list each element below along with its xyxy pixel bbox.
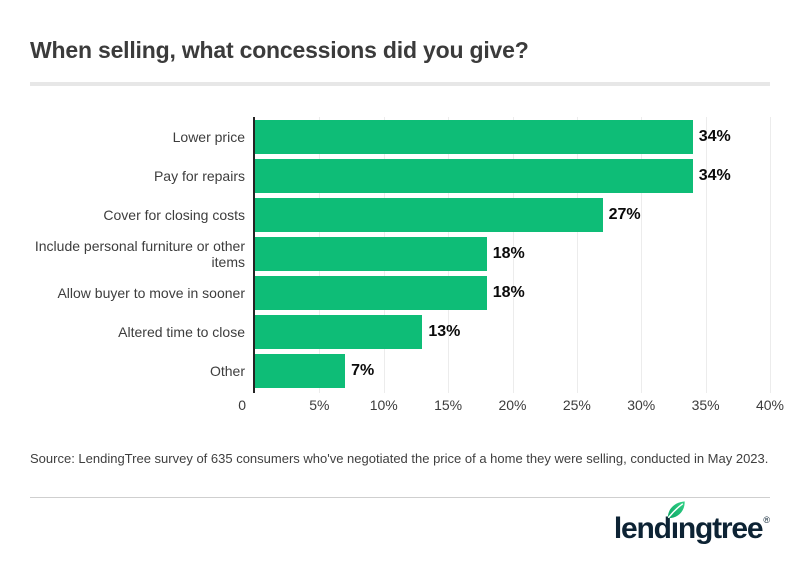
bar-row: 27% [255, 195, 770, 234]
bar [255, 275, 487, 310]
footer: lend ı ngtree ® [0, 498, 800, 549]
source-note: Source: LendingTree survey of 635 consum… [30, 451, 769, 466]
value-label: 18% [492, 283, 525, 301]
logo-dotless-i: ı [670, 512, 679, 545]
logo-wordmark: lend ı ngtree [613, 501, 764, 549]
bar-chart: Lower price Pay for repairs Cover for clos… [30, 117, 784, 415]
x-axis: 0 5% 10% 15% 20% 25% 30% 35% 40% [238, 397, 784, 415]
category-label: Include personal furniture or other item… [34, 237, 245, 270]
leaf-icon [667, 501, 685, 519]
value-label: 27% [608, 205, 641, 223]
x-tick-label: 5% [309, 397, 330, 413]
x-tick-label: 20% [498, 397, 527, 413]
category-label: Altered time to close [118, 323, 245, 340]
gridline [705, 117, 707, 393]
bar [255, 197, 603, 232]
bar [255, 158, 693, 193]
category-label: Lower price [172, 128, 245, 145]
category-labels: Lower price Pay for repairs Cover for clos… [30, 117, 245, 393]
x-tick-label: 15% [434, 397, 463, 413]
gridline [512, 117, 514, 393]
logo-letter-i: ı [667, 501, 685, 549]
category-label: Pay for repairs [153, 167, 245, 184]
gridline [576, 117, 578, 393]
plot-area: 34% 34% 27% 18% 18% 13% 7% [253, 117, 771, 393]
bar [255, 236, 487, 271]
x-tick-label: 25% [562, 397, 591, 413]
x-tick-label: 30% [627, 397, 656, 413]
x-tick-label: 40% [755, 397, 785, 413]
bars: 34% 34% 27% 18% 18% 13% 7% [255, 117, 770, 390]
x-tick-label: 35% [691, 397, 720, 413]
logo-text-post: ngtree [677, 512, 764, 545]
value-label: 13% [428, 322, 461, 340]
bar-row: 34% [255, 156, 770, 195]
chart-body: Lower price Pay for repairs Cover for clos… [30, 117, 771, 393]
category-label: Other [209, 362, 245, 379]
footer-divider [30, 497, 770, 498]
category-label: Cover for closing costs [103, 206, 245, 223]
bar-row: 18% [255, 234, 770, 273]
bar-row: 34% [255, 117, 770, 156]
x-tick-label: 0 [238, 397, 246, 413]
value-label: 34% [698, 166, 731, 184]
bar-row: 13% [255, 312, 770, 351]
chart-header: When selling, what concessions did you g… [0, 0, 800, 64]
bar [255, 119, 693, 154]
logo-text-pre: lend [613, 512, 672, 545]
value-label: 7% [351, 361, 375, 379]
gridline [770, 117, 771, 393]
value-label: 18% [492, 244, 525, 262]
x-tick-label: 10% [369, 397, 398, 413]
lendingtree-logo: lend ı ngtree ® [613, 501, 770, 549]
category-label: Allow buyer to move in sooner [57, 284, 245, 301]
bar-row: 18% [255, 273, 770, 312]
gridline [641, 117, 643, 393]
bar [255, 353, 346, 388]
bar [255, 314, 423, 349]
bar-row: 7% [255, 351, 770, 390]
header-divider [30, 82, 770, 86]
page-title: When selling, what concessions did you g… [30, 37, 529, 63]
registered-mark: ® [763, 515, 770, 525]
value-label: 34% [698, 127, 731, 145]
